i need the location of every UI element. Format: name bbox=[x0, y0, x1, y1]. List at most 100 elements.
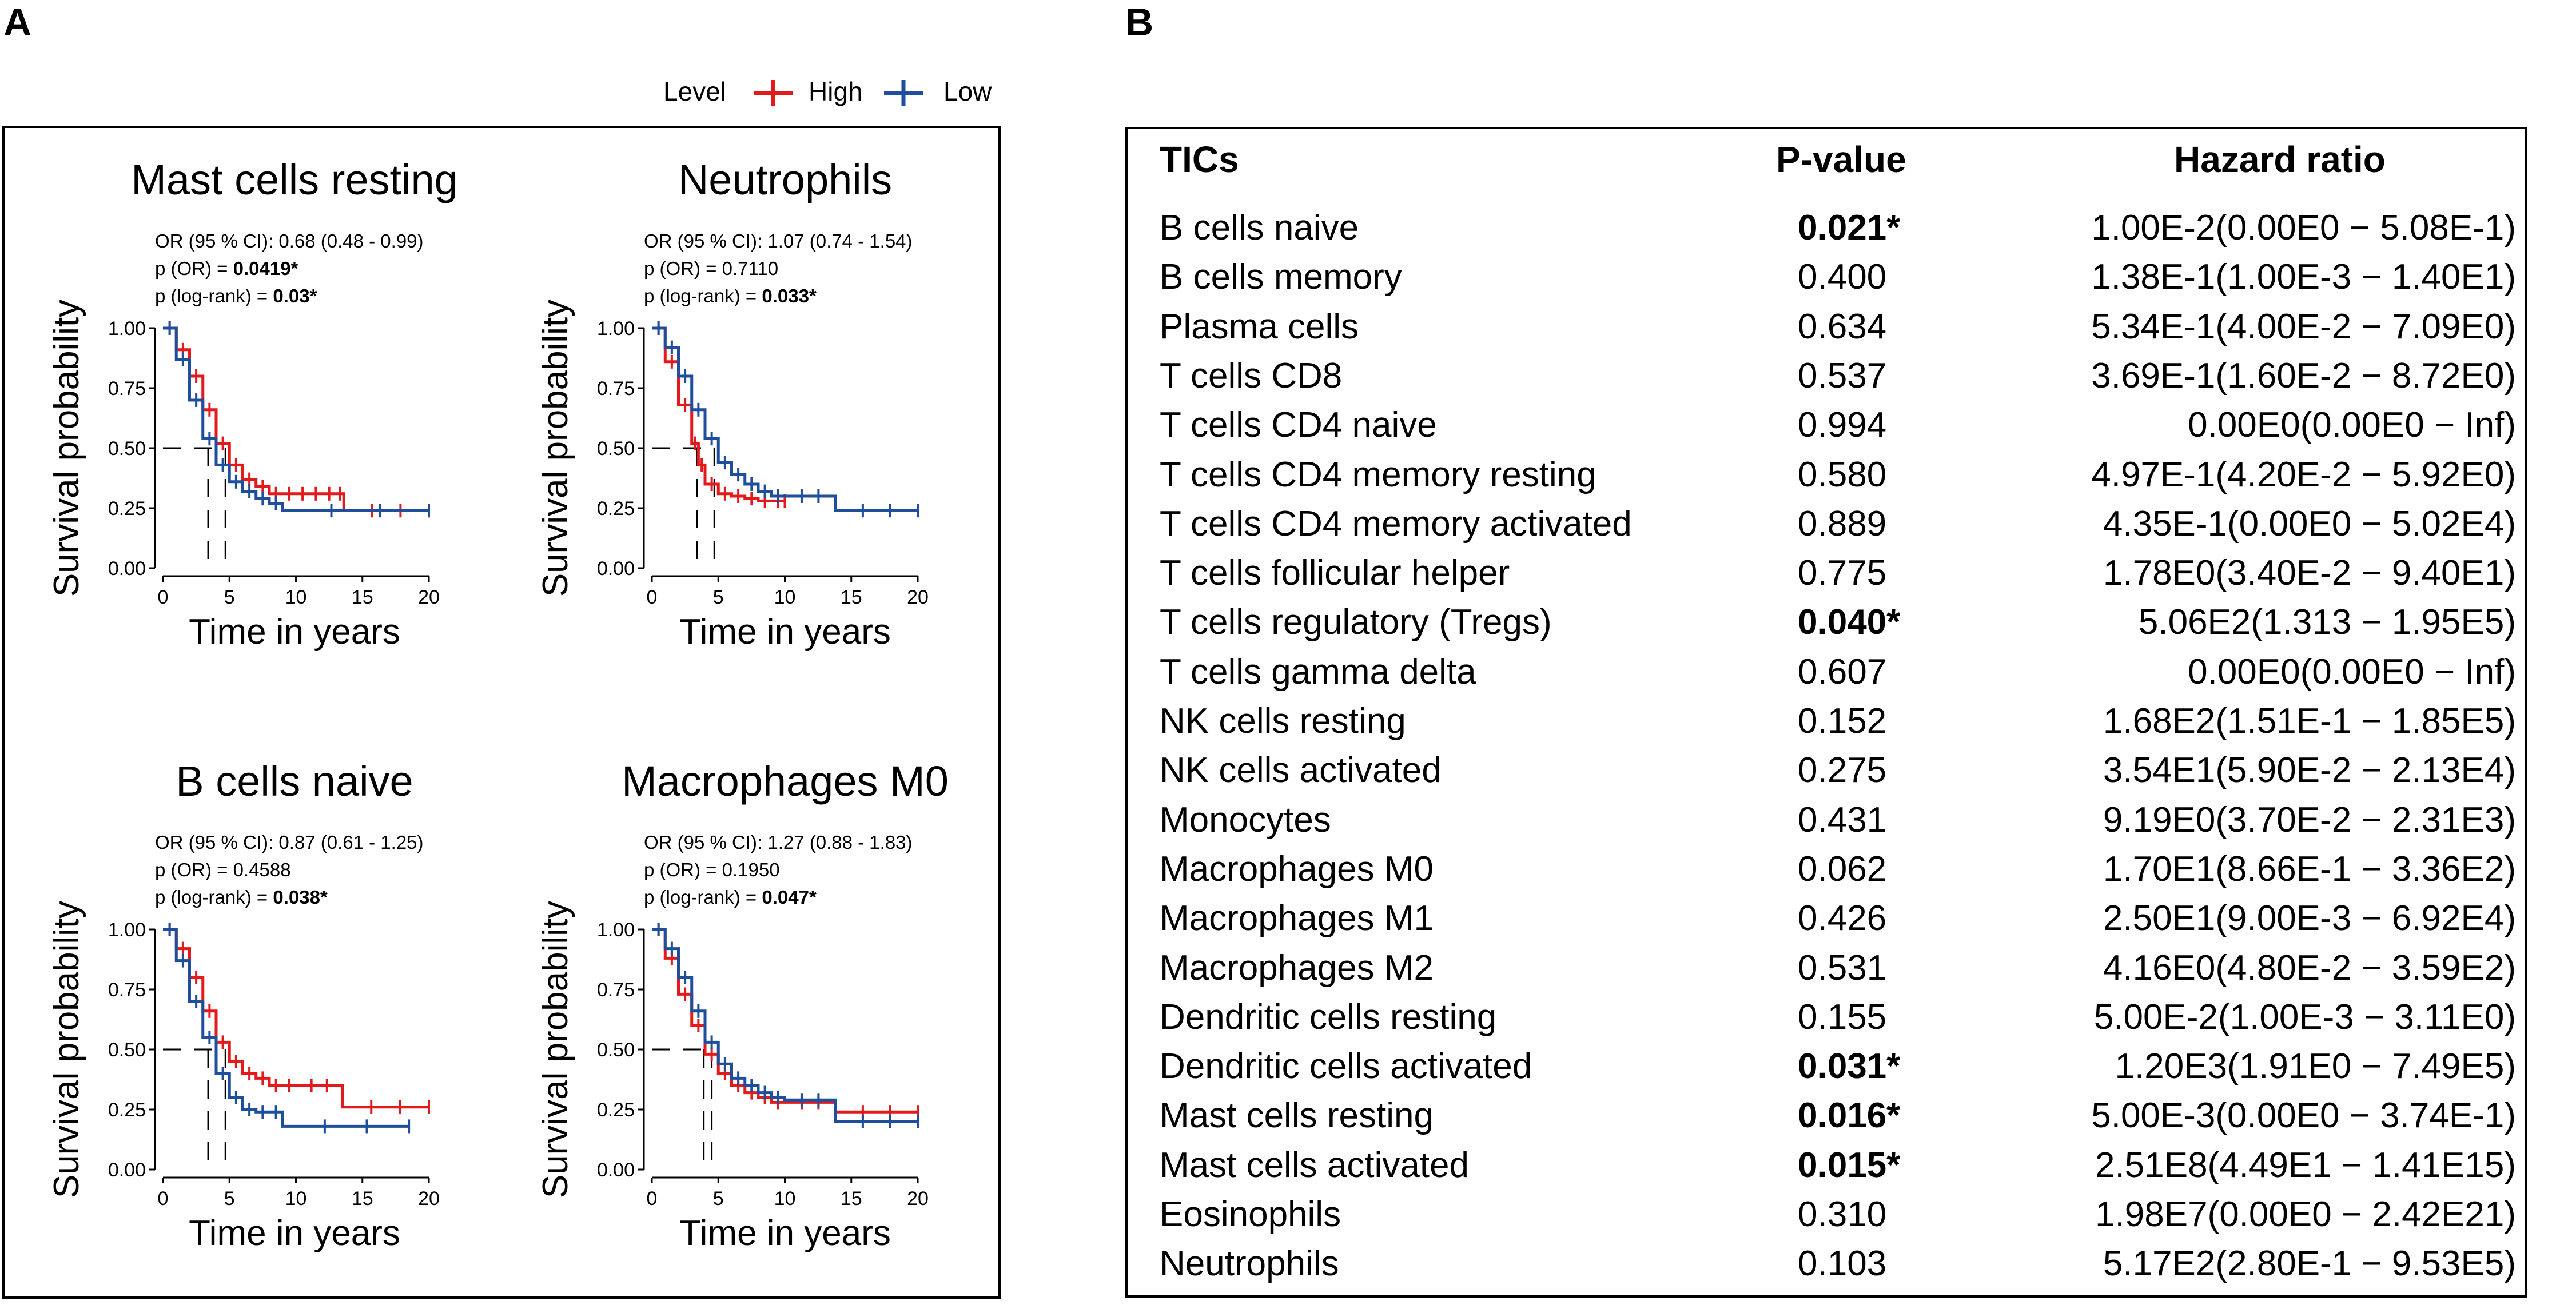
p-value: 0.580 bbox=[1798, 454, 1887, 494]
x-axis-label: Time in years bbox=[189, 612, 400, 652]
tic-name: T cells gamma delta bbox=[1160, 652, 1476, 692]
p-or-label: p (OR) = bbox=[155, 258, 233, 279]
p-or-label: p (OR) = bbox=[644, 859, 722, 880]
p-or-annotation: p (OR) = 0.7110 bbox=[644, 258, 778, 279]
tic-name: T cells follicular helper bbox=[1160, 553, 1510, 593]
km-plot-2: Neutrophils OR (95 % CI): 1.07 (0.74 - 1.… bbox=[536, 156, 929, 652]
y-tick-label: 0.25 bbox=[597, 498, 635, 520]
survival-curve-low bbox=[652, 326, 918, 512]
table-row: T cells gamma delta 0.607 0.00E0(0.00E0 − … bbox=[1128, 648, 2525, 697]
x-tick-label: 0 bbox=[647, 586, 658, 608]
p-or-value: 0.7110 bbox=[722, 258, 778, 279]
table-row: NK cells activated 0.275 3.54E1(5.90E-2 − … bbox=[1128, 746, 2525, 795]
p-logrank-annotation: p (log-rank) = 0.03* bbox=[155, 285, 317, 306]
hazard-ratio: 5.34E-1(4.00E-2 − 7.09E0) bbox=[2091, 306, 2516, 346]
p-value: 0.775 bbox=[1798, 553, 1887, 593]
p-value: 0.607 bbox=[1798, 652, 1887, 692]
tic-name: NK cells activated bbox=[1160, 751, 1442, 791]
panel-label-b: B bbox=[1125, 1, 1154, 44]
table-row: Macrophages M2 0.531 4.16E0(4.80E-2 − 3.59… bbox=[1128, 944, 2525, 993]
cox-regression-table: TICs P-value Hazard ratio B cells naive 0.02… bbox=[1125, 127, 2527, 1298]
hazard-ratio: 3.69E-1(1.60E-2 − 8.72E0) bbox=[2091, 356, 2516, 396]
p-value: 0.426 bbox=[1798, 899, 1887, 939]
tic-name: T cells CD4 memory activated bbox=[1160, 504, 1632, 544]
km-plot-4: Macrophages M0 OR (95 % CI): 1.27 (0.88 -… bbox=[536, 757, 949, 1253]
table-row: Neutrophils 0.103 5.17E2(2.80E-1 − 9.53E5) bbox=[1128, 1239, 2525, 1288]
or-annotation: OR (95 % CI): 0.87 (0.61 - 1.25) bbox=[155, 832, 424, 853]
y-tick-label: 0.75 bbox=[108, 979, 146, 1001]
y-tick-label: 0.00 bbox=[597, 558, 635, 580]
y-tick-label: 0.00 bbox=[108, 1159, 146, 1181]
hazard-ratio: 1.98E7(0.00E0 − 2.42E21) bbox=[2095, 1195, 2516, 1234]
x-tick-label: 10 bbox=[774, 1188, 796, 1210]
p-or-value: 0.1950 bbox=[722, 859, 780, 880]
p-value: 0.431 bbox=[1798, 800, 1887, 840]
y-tick-label: 0.50 bbox=[108, 438, 146, 460]
p-logrank-value: 0.047* bbox=[762, 887, 817, 908]
y-tick-label: 0.75 bbox=[597, 979, 635, 1001]
x-tick-label: 15 bbox=[352, 586, 373, 608]
hazard-ratio: 5.06E2(1.313 − 1.95E5) bbox=[2138, 602, 2516, 642]
y-axis-label: Survival probability bbox=[47, 300, 86, 597]
tic-name: NK cells resting bbox=[1160, 701, 1406, 741]
table-header-row: TICs P-value Hazard ratio bbox=[1128, 135, 2525, 184]
p-logrank-annotation: p (log-rank) = 0.038* bbox=[155, 887, 328, 908]
tic-name: T cells regulatory (Tregs) bbox=[1160, 602, 1552, 642]
panel-a-frame bbox=[2, 126, 1001, 1299]
p-value: 0.634 bbox=[1798, 306, 1887, 346]
p-value: 0.016* bbox=[1798, 1096, 1901, 1136]
survival-curve-high bbox=[652, 928, 918, 1114]
p-value: 0.103 bbox=[1798, 1244, 1887, 1284]
x-tick-label: 0 bbox=[158, 586, 169, 608]
table-row: Macrophages M1 0.426 2.50E1(9.00E-3 − 6.92… bbox=[1128, 894, 2525, 943]
p-logrank-label: p (log-rank) = bbox=[155, 285, 273, 306]
survival-plots-panel: Level High Low Mast cells resting OR (95 % C… bbox=[2, 77, 1001, 1299]
tic-name: Neutrophils bbox=[1160, 1244, 1339, 1284]
y-tick-label: 1.00 bbox=[108, 318, 146, 340]
legend-title: Level bbox=[663, 77, 726, 106]
hazard-ratio: 1.00E-2(0.00E0 − 5.08E-1) bbox=[2091, 208, 2516, 248]
tic-name: T cells CD4 memory resting bbox=[1160, 454, 1596, 494]
tic-name: Mast cells resting bbox=[1160, 1096, 1434, 1136]
hazard-ratio: 2.51E8(4.49E1 − 1.41E15) bbox=[2095, 1145, 2516, 1185]
x-axis-label: Time in years bbox=[189, 1214, 400, 1253]
table-row: T cells CD4 memory resting 0.580 4.97E-1(4… bbox=[1128, 450, 2525, 500]
legend-high-label: High bbox=[809, 77, 863, 106]
p-or-annotation: p (OR) = 0.1950 bbox=[644, 859, 780, 880]
km-plot-3: B cells naive OR (95 % CI): 0.87 (0.61 - … bbox=[47, 757, 440, 1253]
x-tick-label: 0 bbox=[158, 1188, 169, 1210]
hazard-ratio: 5.00E-2(1.00E-3 − 3.11E0) bbox=[2093, 997, 2516, 1037]
table-row: T cells CD8 0.537 3.69E-1(1.60E-2 − 8.72E0… bbox=[1128, 352, 2525, 401]
hazard-ratio: 9.19E0(3.70E-2 − 2.31E3) bbox=[2103, 800, 2516, 840]
legend-low-label: Low bbox=[943, 77, 992, 106]
survival-curve-low bbox=[652, 928, 918, 1123]
p-value: 0.021* bbox=[1798, 208, 1901, 248]
table-row: Macrophages M0 0.062 1.70E1(8.66E-1 − 3.36… bbox=[1128, 845, 2525, 894]
table-row: T cells CD4 memory activated 0.889 4.35E-1… bbox=[1128, 500, 2525, 549]
p-value: 0.040* bbox=[1798, 602, 1901, 642]
or-annotation: OR (95 % CI): 0.68 (0.48 - 0.99) bbox=[155, 230, 424, 252]
y-tick-label: 1.00 bbox=[108, 919, 146, 941]
p-or-annotation: p (OR) = 0.4588 bbox=[155, 859, 291, 880]
hazard-ratio: 2.50E1(9.00E-3 − 6.92E4) bbox=[2103, 899, 2516, 939]
y-tick-label: 0.50 bbox=[108, 1039, 146, 1061]
table-row: Plasma cells 0.634 5.34E-1(4.00E-2 − 7.09E… bbox=[1128, 302, 2525, 352]
y-tick-label: 1.00 bbox=[597, 318, 635, 340]
x-tick-label: 10 bbox=[285, 586, 307, 608]
y-tick-label: 0.25 bbox=[108, 1099, 146, 1121]
p-logrank-annotation: p (log-rank) = 0.047* bbox=[644, 887, 817, 908]
table-row: Dendritic cells resting 0.155 5.00E-2(1.00… bbox=[1128, 993, 2525, 1042]
y-tick-label: 0.00 bbox=[108, 558, 146, 580]
panel-label-a: A bbox=[3, 1, 32, 44]
tic-name: T cells CD8 bbox=[1160, 356, 1343, 396]
header-p-value: P-value bbox=[1776, 139, 1906, 180]
header-tics: TICs bbox=[1160, 139, 1239, 180]
plot-title: Neutrophils bbox=[678, 156, 892, 203]
table-row: T cells regulatory (Tregs) 0.040* 5.06E2(1… bbox=[1128, 598, 2525, 647]
x-axis-label: Time in years bbox=[679, 1214, 891, 1253]
p-or-label: p (OR) = bbox=[644, 258, 722, 279]
tic-name: T cells CD4 naive bbox=[1160, 405, 1437, 445]
p-value: 0.015* bbox=[1798, 1145, 1901, 1185]
p-value: 0.275 bbox=[1798, 751, 1887, 791]
y-tick-label: 0.00 bbox=[597, 1159, 635, 1181]
